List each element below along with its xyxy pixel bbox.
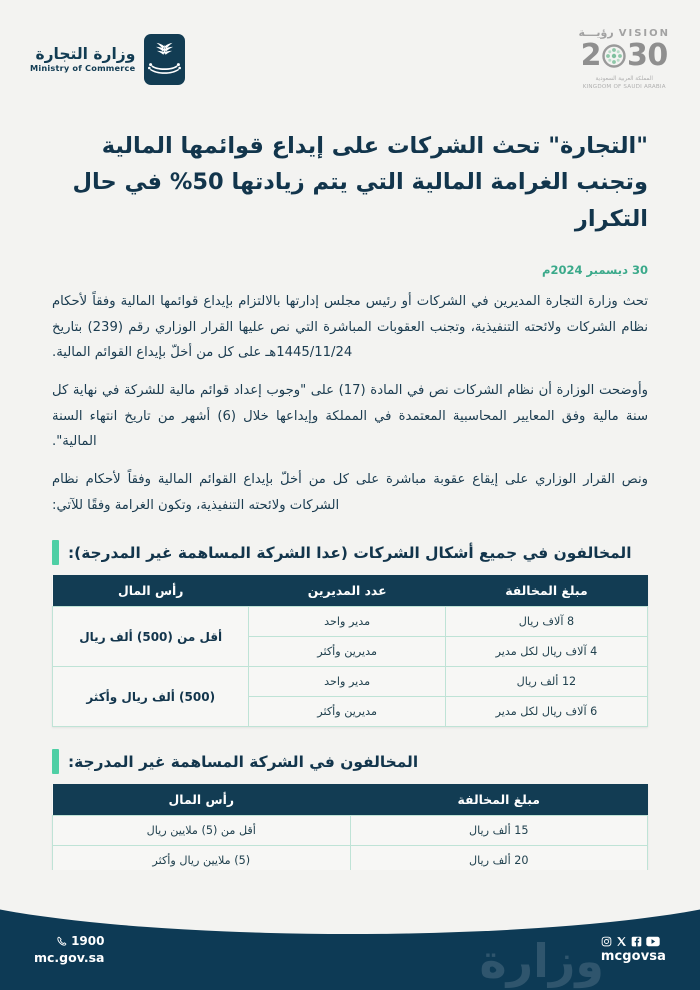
footer-contact-block: 1900 mc.gov.sa: [34, 933, 104, 966]
cell-managers: مدير واحد: [248, 666, 446, 698]
footer-content: 1900 mc.gov.sa: [0, 920, 700, 990]
article-content: "التجارة" تحث الشركات على إيداع قوائمها …: [0, 128, 700, 956]
cell-capital: أقل من (5) ملايين ريال: [52, 815, 351, 847]
section-accent-bar: [52, 749, 59, 775]
vision-subtitle-en: KINGDOM OF SAUDI ARABIA: [582, 84, 666, 90]
section-heading-text: المخالفون في الشركة المساهمة غير المدرجة…: [68, 752, 419, 771]
social-icons-row: [601, 936, 666, 947]
saudi-emblem-palm-swords-icon: [144, 33, 186, 85]
footer-watermark-text: وزارة: [479, 934, 605, 988]
vision-2030-subtitle: المملكة العربية السعودية KINGDOM OF SAUD…: [578, 75, 670, 91]
paragraph-1: تحث وزارة التجارة المديرين في الشركات أو…: [52, 294, 648, 360]
section-heading-all-companies: المخالفون في جميع أشكال الشركات (عدا الش…: [52, 540, 648, 566]
table-row: 12 ألف ريال مدير واحد (500) ألف ريال وأك…: [51, 666, 649, 728]
column-header-fine-amount: مبلغ المخالفة: [445, 575, 648, 607]
vision-2030-year: 2: [578, 37, 670, 73]
footer-social-handle[interactable]: mcgovsa: [600, 949, 666, 964]
youtube-icon[interactable]: [646, 936, 660, 947]
cell-capital: (500) ألف ريال وأكثر: [51, 666, 250, 728]
vision-latin-text: VISION: [618, 27, 670, 39]
section-heading-text: المخالفون في جميع أشكال الشركات (عدا الش…: [68, 543, 632, 562]
footer-curve-decoration: [0, 870, 700, 934]
cell-managers: مدير واحد: [248, 606, 446, 638]
vision-2030-logo: VISION رؤيـــة 2: [578, 27, 670, 91]
vision-year-right: 30: [627, 37, 668, 73]
table-row: 6 آلاف ريال لكل مدير مديرين وأكثر: [53, 696, 649, 728]
fines-table-all-companies: مبلغ المخالفة عدد المديرين رأس المال 8 آ…: [51, 575, 649, 728]
column-header-managers-count: عدد المديرين: [248, 575, 446, 607]
publish-date: 30 ديسمبر 2024م: [542, 263, 648, 278]
section-heading-unlisted-joint-stock: المخالفون في الشركة المساهمة غير المدرجة…: [52, 749, 648, 775]
fines-table-unlisted-joint-stock: مبلغ المخالفة رأس المال 15 ألف ريال أقل …: [52, 784, 648, 877]
cell-fine: 6 آلاف ريال لكل مدير: [444, 696, 649, 728]
x-twitter-icon[interactable]: [616, 936, 627, 947]
footer-website[interactable]: mc.gov.sa: [34, 949, 105, 965]
ministry-name-en: Ministry of Commerce: [30, 62, 136, 73]
footer-phone-number: 1900: [71, 934, 105, 949]
table-row: 8 آلاف ريال مدير واحد أقل من (500) ألف ر…: [51, 606, 649, 668]
cell-fine: 12 ألف ريال: [444, 666, 649, 698]
column-header-capital: رأس المال: [52, 575, 249, 607]
cell-fine: 15 ألف ريال: [349, 815, 648, 847]
ministry-of-commerce-logo: وزارة التجارة Ministry of Commerce: [30, 33, 186, 85]
facebook-icon[interactable]: [631, 936, 642, 947]
table-header-row: مبلغ المخالفة عدد المديرين رأس المال: [52, 575, 648, 607]
vision-year-left: 2: [580, 37, 602, 73]
footer-contact-text: 1900 mc.gov.sa: [34, 933, 104, 966]
vision-subtitle-ar: المملكة العربية السعودية: [595, 75, 653, 82]
cell-fine: 8 آلاف ريال: [444, 606, 649, 638]
column-header-fine-amount: مبلغ المخالفة: [350, 784, 648, 816]
footer-social-block: mcgovsa: [601, 936, 666, 964]
vision-arabic-text: رؤيـــة: [578, 25, 614, 39]
column-header-capital: رأس المال: [52, 784, 350, 816]
table-row: 4 آلاف ريال لكل مدير مديرين وأكثر: [53, 636, 649, 668]
page-title: "التجارة" تحث الشركات على إيداع قوائمها …: [72, 133, 648, 232]
table-row: 15 ألف ريال أقل من (5) ملايين ريال: [52, 815, 648, 847]
page-header: وزارة التجارة Ministry of Commerce VISIO…: [0, 0, 700, 118]
cell-capital: أقل من (500) ألف ريال: [51, 606, 250, 668]
instagram-icon[interactable]: [601, 936, 612, 947]
footer-phone-row[interactable]: 1900: [34, 933, 104, 949]
ministry-name-block: وزارة التجارة Ministry of Commerce: [30, 44, 136, 73]
vision-2030-wordmark: VISION رؤيـــة: [578, 27, 670, 39]
phone-icon: [57, 936, 67, 946]
paragraph-2: وأوضحت الوزارة أن نظام الشركات نص في الم…: [52, 383, 649, 450]
vision-2030-floral-icon: [602, 44, 626, 68]
page-footer: وزارة 1900 mc.gov.sa: [0, 870, 700, 990]
section-accent-bar: [52, 540, 59, 566]
cell-fine: 4 آلاف ريال لكل مدير: [444, 636, 649, 668]
cell-managers: مديرين وأكثر: [248, 636, 446, 668]
paragraph-3: ونص القرار الوزاري على إيقاع عقوبة مباشر…: [52, 472, 648, 513]
ministry-name-ar: وزارة التجارة: [35, 44, 136, 63]
table-header-row: مبلغ المخالفة رأس المال: [52, 784, 648, 816]
cell-managers: مديرين وأكثر: [248, 696, 446, 728]
